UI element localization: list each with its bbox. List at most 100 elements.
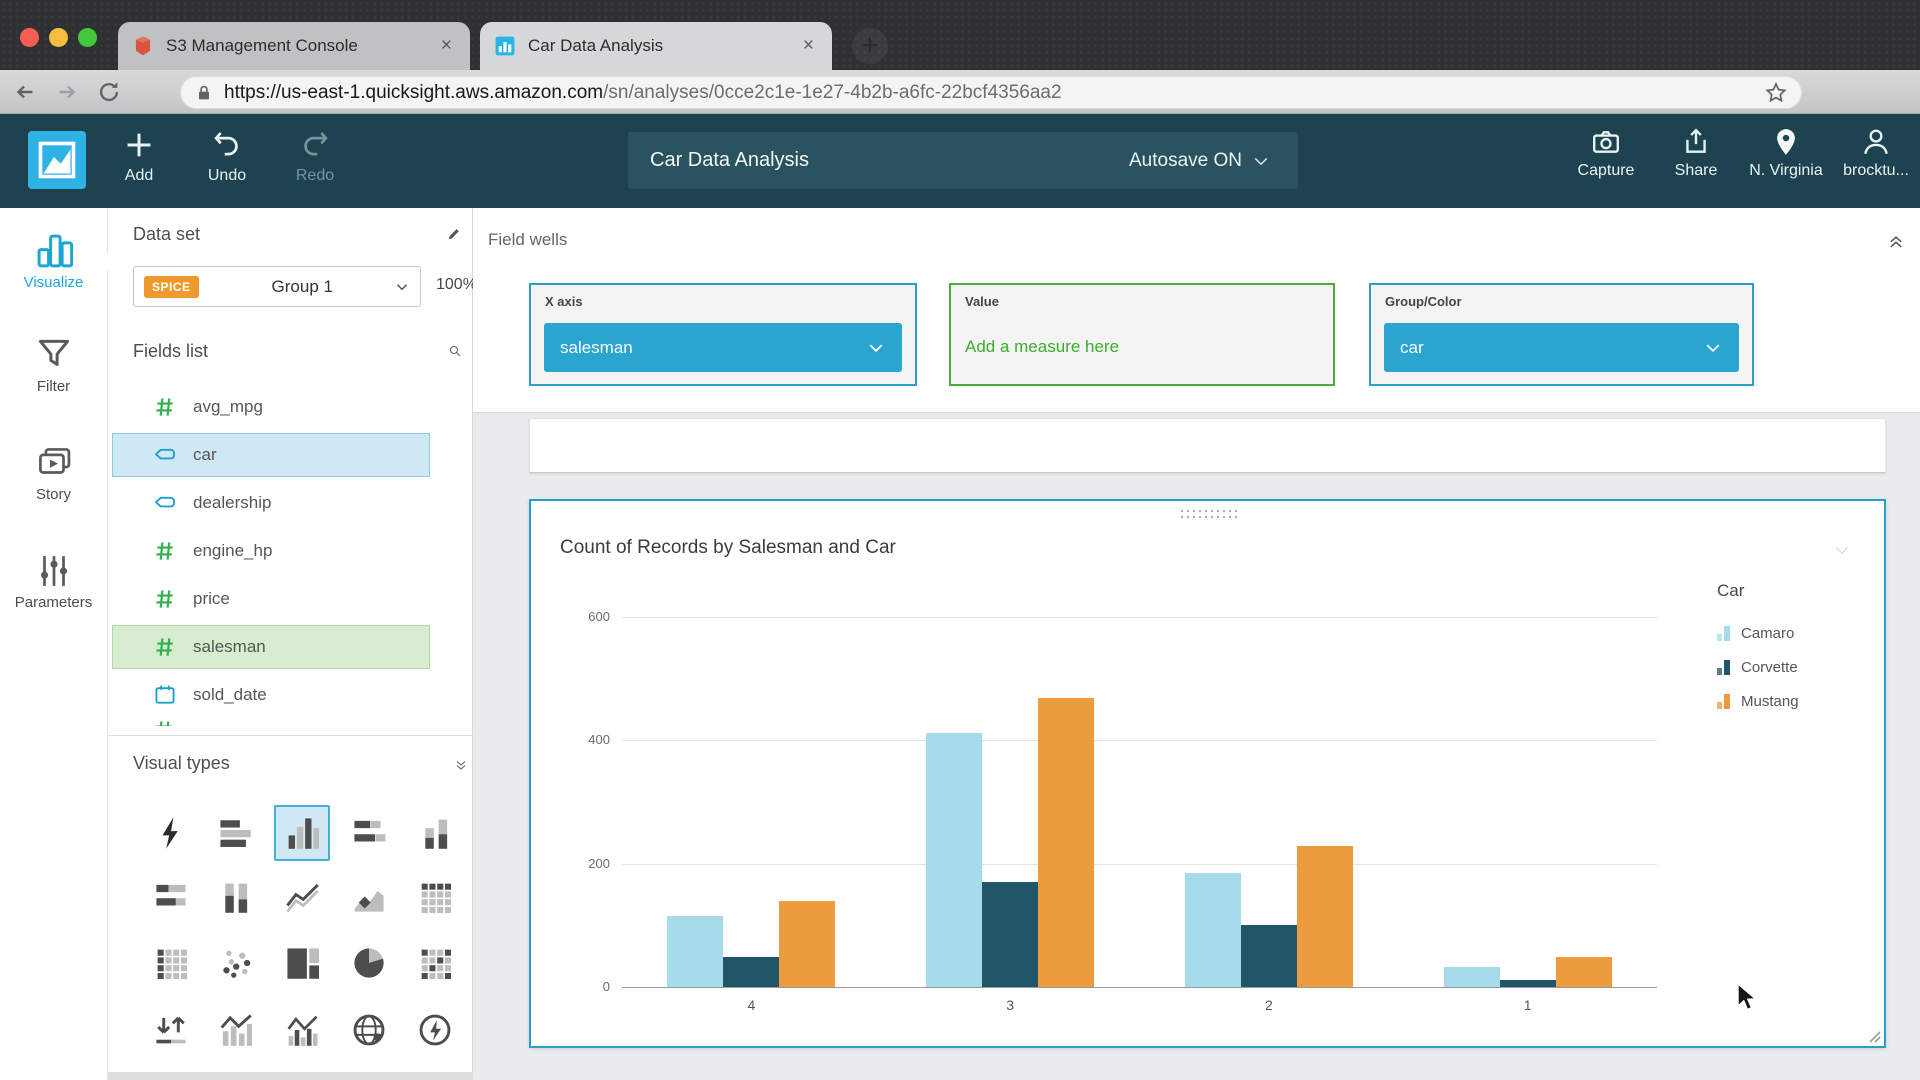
field-well-value[interactable]: Value Add a measure here (949, 283, 1335, 386)
visual-card[interactable]: Count of Records by Salesman and Car 0 20… (529, 499, 1886, 1048)
tab-close-icon[interactable]: × (799, 35, 818, 57)
bar-camaro-salesman-4[interactable] (667, 916, 724, 987)
visual-type-vertical-stacked-bar[interactable] (413, 811, 457, 855)
well-dropdown-car[interactable]: car (1384, 323, 1739, 372)
reload-button[interactable] (92, 75, 126, 109)
calendar-icon (153, 683, 177, 707)
new-tab-button[interactable]: + (852, 28, 888, 64)
bar-mustang-salesman-2[interactable] (1296, 846, 1353, 987)
pie-chart-icon (352, 946, 386, 980)
tool-label: Redo (295, 167, 335, 184)
field-well-group-color[interactable]: Group/Color car (1369, 283, 1754, 386)
field-item-sold_date[interactable]: sold_date (112, 673, 430, 717)
visual-type-heat-map[interactable] (149, 941, 193, 985)
browser-tab[interactable]: S3 Management Console × (118, 22, 470, 70)
legend-item-camaro[interactable]: Camaro (1717, 625, 1794, 642)
window-minimize-button[interactable] (49, 28, 68, 47)
sidebar-item-story[interactable]: Story (0, 444, 107, 503)
visual-type-area-line-chart[interactable] (347, 875, 391, 919)
share-button[interactable]: Share (1653, 124, 1739, 181)
quicksight-logo[interactable] (28, 131, 86, 189)
bar-corvette-salesman-1[interactable] (1499, 979, 1556, 987)
bookmark-star-icon[interactable] (1764, 81, 1788, 105)
well-dropdown-salesman[interactable]: salesman (544, 323, 902, 372)
field-item-car[interactable]: car (112, 433, 430, 477)
visual-type-line-chart[interactable] (280, 875, 324, 919)
visual-type-combo-bar-line[interactable] (213, 1008, 257, 1052)
mouse-cursor (1735, 982, 1761, 1017)
sidebar-item-filter[interactable]: Filter (0, 336, 107, 395)
tool-label: Add (124, 167, 154, 184)
filter-icon (35, 336, 73, 374)
panel-bottom-scrollbar[interactable] (108, 1072, 473, 1080)
autosave-toggle[interactable]: Autosave ON (1123, 149, 1276, 173)
left-nav-rail: Visualize Filter Story Parameters (0, 208, 119, 1080)
visual-type-vertical-100-stacked-bar[interactable] (213, 875, 257, 919)
field-item-engine_hp[interactable]: engine_hp (112, 529, 430, 573)
visual-type-insights[interactable] (413, 1008, 457, 1052)
visual-type-scatter-plot[interactable] (213, 941, 257, 985)
add-button[interactable]: Add (104, 126, 174, 186)
x-axis-tick-label: 2 (1264, 997, 1273, 1013)
field-item-price[interactable]: price (112, 577, 430, 621)
edit-dataset-pencil-icon[interactable] (440, 220, 468, 248)
collapse-visual-types-icon[interactable] (448, 753, 474, 779)
visual-type-horizontal-stacked-bar[interactable] (347, 811, 391, 855)
action-label: N. Virginia (1749, 162, 1823, 179)
dataset-selector[interactable]: SPICE Group 1 (133, 266, 421, 307)
visual-type-pie-chart[interactable] (347, 941, 391, 985)
bar-camaro-salesman-1[interactable] (1443, 966, 1500, 987)
address-bar[interactable]: https://us-east-1.quicksight.aws.amazon.… (180, 76, 1802, 109)
sidebar-item-visualize[interactable]: Visualize (0, 232, 107, 291)
visual-type-table[interactable] (413, 941, 457, 985)
padlock-icon (194, 81, 214, 105)
bar-mustang-salesman-4[interactable] (779, 900, 836, 987)
tab-close-icon[interactable]: × (437, 35, 456, 57)
vertical-bar-chart-icon (285, 816, 320, 850)
browser-tab[interactable]: Car Data Analysis × (480, 22, 832, 70)
bar-corvette-salesman-2[interactable] (1240, 925, 1297, 987)
bar-corvette-salesman-3[interactable] (982, 882, 1039, 987)
resize-handle[interactable] (1867, 1029, 1881, 1043)
field-item-dealership[interactable]: dealership (112, 481, 430, 525)
drag-handle-icon[interactable] (1179, 508, 1241, 520)
visual-type-geospatial-map[interactable] (347, 1008, 391, 1052)
field-label: avg_mpg (193, 397, 263, 416)
visual-type-kpi[interactable] (149, 1008, 193, 1052)
search-fields-icon[interactable] (442, 338, 468, 364)
bar-mustang-salesman-1[interactable] (1555, 957, 1612, 987)
collapse-field-wells-icon[interactable] (1881, 226, 1911, 256)
visual-menu-chevron-icon[interactable] (1827, 537, 1857, 563)
sidebar-item-label: Story (35, 486, 71, 503)
legend-item-corvette[interactable]: Corvette (1717, 659, 1798, 676)
n-virginia-button[interactable]: N. Virginia (1743, 124, 1829, 181)
window-close-button[interactable] (20, 28, 39, 47)
visual-type-pivot-table[interactable] (413, 875, 457, 919)
brocktu--button[interactable]: brocktu... (1833, 124, 1919, 181)
undo-button[interactable]: Undo (192, 126, 262, 186)
partial-visual-above[interactable] (529, 418, 1886, 473)
visual-title: Count of Records by Salesman and Car (560, 537, 896, 558)
bar-camaro-salesman-2[interactable] (1184, 872, 1241, 987)
visual-type-tree-map[interactable] (280, 941, 324, 985)
field-item-avg_mpg[interactable]: avg_mpg (112, 385, 430, 429)
legend-item-mustang[interactable]: Mustang (1717, 693, 1799, 710)
visual-type-horizontal-bar-chart[interactable] (213, 811, 257, 855)
bar-mustang-salesman-3[interactable] (1038, 698, 1095, 987)
visual-type-vertical-bar-chart[interactable] (274, 805, 330, 861)
redo-button[interactable]: Redo (280, 126, 350, 186)
visual-type-horizontal-100-stacked-bar[interactable] (149, 875, 193, 919)
back-button[interactable] (8, 75, 42, 109)
visual-type-auto-graph[interactable] (149, 811, 193, 855)
forward-button[interactable] (50, 75, 84, 109)
capture-button[interactable]: Capture (1563, 124, 1649, 181)
bar-corvette-salesman-4[interactable] (723, 957, 780, 987)
bar-camaro-salesman-3[interactable] (926, 732, 983, 987)
sidebar-item-parameters[interactable]: Parameters (0, 552, 107, 611)
window-zoom-button[interactable] (78, 28, 97, 47)
hash-icon (153, 635, 177, 659)
field-well-x-axis[interactable]: X axis salesman (529, 283, 917, 386)
field-item-salesman[interactable]: salesman (112, 625, 430, 669)
visual-type-combo-clustered-bar-line[interactable] (280, 1008, 324, 1052)
undo-icon (211, 127, 243, 163)
